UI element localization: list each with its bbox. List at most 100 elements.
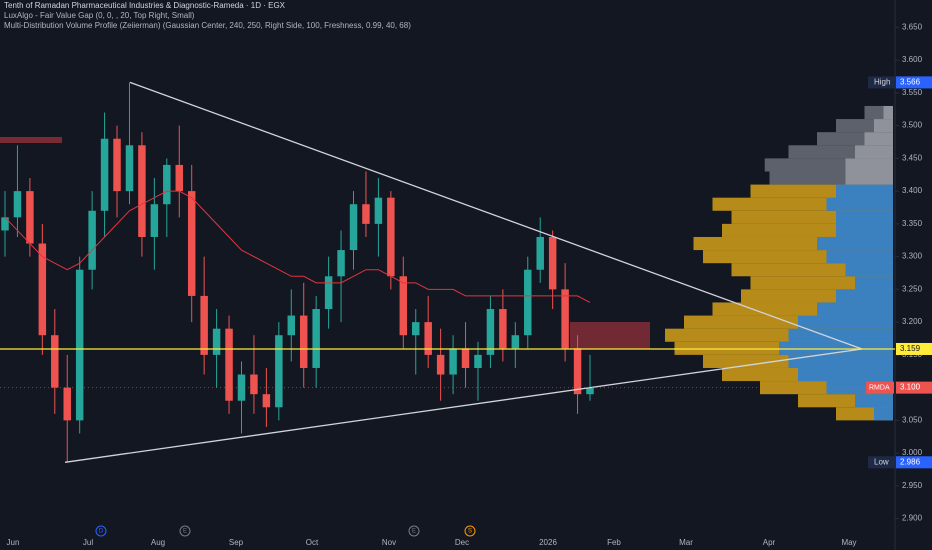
profile-buy [826,250,893,264]
y-tick-label: 3.350 [902,219,923,228]
candle-body [51,335,59,388]
profile-buy [864,132,893,146]
candle-body [250,374,258,395]
header-indicator: LuxAlgo - Fair Value Gap (0, 0, , 20, To… [4,11,195,20]
event-label: E [412,529,416,535]
header-indicator: Multi-Distribution Volume Profile (Zeiie… [4,21,411,30]
x-tick-label: Dec [455,538,469,547]
profile-buy [845,158,893,172]
x-tick-label: Oct [306,538,319,547]
candle-body [212,328,221,355]
candle-body [374,197,383,224]
profile-buy [798,367,893,382]
candle-body [262,394,271,408]
y-tick-label: 3.250 [902,284,923,293]
candle-body [125,145,134,192]
x-tick-label: Nov [382,538,396,547]
x-tick-label: Apr [763,538,776,547]
candle-body [225,328,233,401]
candle-body [399,276,408,336]
low-value: 2.986 [900,457,921,466]
profile-buy [845,263,893,277]
y-tick-label: 2.900 [902,514,923,523]
event-icon [95,525,107,537]
y-tick-label: 2.950 [902,481,923,490]
candle-body [524,269,532,336]
profile-buy [836,289,893,303]
candle-body [287,315,296,336]
candle-body [38,243,47,336]
candle-body [200,295,208,355]
candle-body [88,210,96,270]
x-tick-label: Mar [679,538,693,547]
last-badge-value [896,381,932,394]
profile-buy [836,210,893,224]
fvg-zone [570,322,650,349]
candle-body [175,164,183,192]
moving-average [4,190,591,303]
high-value-bg [896,76,932,89]
x-tick-label: 2026 [539,538,557,547]
event-label: S [468,529,472,535]
profile-buy [826,197,893,211]
profile-buy [798,315,893,329]
candle-body [536,236,544,270]
profile-buy [836,184,893,198]
y-tick-label: 3.050 [902,415,923,424]
event-icon [464,525,476,537]
low-label: Low [874,457,889,466]
event-label: D [99,529,104,535]
y-tick-label: 3.500 [902,121,923,130]
y-tick-label: 3.600 [902,55,923,64]
y-tick-label: 3.550 [902,88,923,97]
event-icon [408,525,420,537]
event-icon [179,525,191,537]
profile-buy [874,407,893,421]
y-tick-label: 3.200 [902,317,923,326]
profile-buy [845,171,893,185]
candle-body [113,138,121,192]
candle-body [26,191,34,244]
profile-buy [779,341,893,355]
candle-body [474,354,482,368]
x-tick-label: Jun [7,538,20,547]
candle-body [150,204,159,237]
candle-body [461,348,470,368]
trendline [64,348,863,463]
trendline [129,81,863,350]
profile-buy [883,105,893,120]
candle-body [100,138,109,211]
fvg-box [0,137,62,143]
profile-buy [855,145,893,159]
profile-buy [874,119,893,133]
last-badge-text: 3.100 [900,383,921,392]
x-tick-label: Feb [607,538,621,547]
candle-body [163,164,171,205]
candle-body [237,374,246,401]
candle-body [436,354,445,375]
price-badge-text: 3.159 [900,344,921,353]
candle-body [138,145,146,237]
profile-buy [817,236,893,251]
candle-body [561,289,569,349]
high-value: 3.566 [900,78,921,87]
candle-body [387,197,395,277]
candle-body [13,191,22,218]
x-tick-label: Aug [151,538,165,547]
candle-body [337,250,345,277]
high-label: High [874,78,890,87]
candle-body [299,315,308,368]
profile-buy [788,354,893,368]
y-tick-label: 3.300 [902,252,923,261]
last-badge-label: RMDA [869,384,890,391]
candle-body [424,322,432,355]
profile-buy [817,302,893,316]
candle-body [449,348,457,375]
candle-body [349,204,358,251]
candle-body [187,191,196,296]
candle-body [548,236,557,290]
header-title: Tenth of Ramadan Pharmaceutical Industri… [4,1,286,10]
candle-body [63,387,71,421]
price-badge [896,342,932,355]
